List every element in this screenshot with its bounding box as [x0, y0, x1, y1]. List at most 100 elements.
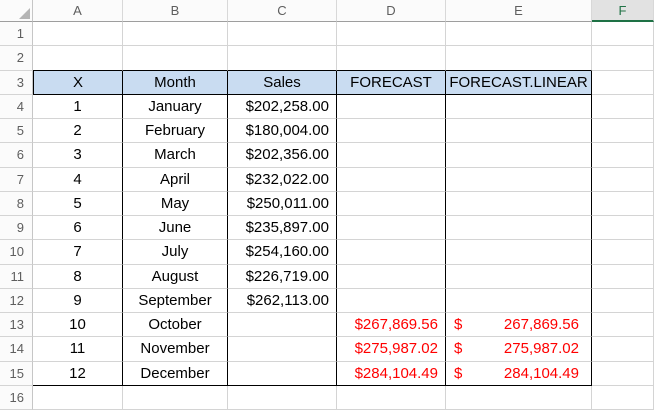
cell-A12[interactable]: 9 [33, 288, 123, 313]
cell-E2[interactable] [446, 46, 592, 71]
cell-D1[interactable] [337, 22, 446, 47]
cell-D3[interactable]: FORECAST [337, 70, 446, 95]
row-header-4[interactable]: 4 [0, 94, 33, 119]
column-header-A[interactable]: A [33, 0, 123, 22]
cell-C11[interactable]: $226,719.00 [228, 264, 337, 289]
cell-D6[interactable] [337, 143, 446, 168]
cell-F10[interactable] [592, 240, 654, 265]
cell-D9[interactable] [337, 216, 446, 241]
cell-A2[interactable] [33, 46, 123, 71]
cell-A15[interactable]: 12 [33, 361, 123, 386]
row-header-15[interactable]: 15 [0, 361, 33, 386]
cell-F7[interactable] [592, 167, 654, 192]
cell-C12[interactable]: $262,113.00 [228, 288, 337, 313]
cell-A10[interactable]: 7 [33, 240, 123, 265]
cell-E4[interactable] [446, 94, 592, 119]
cell-D12[interactable] [337, 288, 446, 313]
cell-B8[interactable]: May [123, 191, 228, 216]
cell-B13[interactable]: October [123, 313, 228, 338]
cell-D7[interactable] [337, 167, 446, 192]
cell-A9[interactable]: 6 [33, 216, 123, 241]
cell-F5[interactable] [592, 119, 654, 144]
column-header-C[interactable]: C [228, 0, 337, 22]
cell-B3[interactable]: Month [123, 70, 228, 95]
cell-C13[interactable] [228, 313, 337, 338]
row-header-3[interactable]: 3 [0, 70, 33, 95]
cell-B10[interactable]: July [123, 240, 228, 265]
cell-C9[interactable]: $235,897.00 [228, 216, 337, 241]
cell-F8[interactable] [592, 191, 654, 216]
cell-C2[interactable] [228, 46, 337, 71]
cell-B9[interactable]: June [123, 216, 228, 241]
cell-D11[interactable] [337, 264, 446, 289]
row-header-5[interactable]: 5 [0, 119, 33, 144]
cell-B1[interactable] [123, 22, 228, 47]
cell-B7[interactable]: April [123, 167, 228, 192]
column-header-D[interactable]: D [337, 0, 446, 22]
column-header-F[interactable]: F [592, 0, 654, 22]
cell-D5[interactable] [337, 119, 446, 144]
row-header-6[interactable]: 6 [0, 143, 33, 168]
cell-C1[interactable] [228, 22, 337, 47]
select-all-button[interactable] [0, 0, 33, 22]
row-header-13[interactable]: 13 [0, 313, 33, 338]
cell-A7[interactable]: 4 [33, 167, 123, 192]
cell-C6[interactable]: $202,356.00 [228, 143, 337, 168]
row-header-2[interactable]: 2 [0, 46, 33, 71]
cell-B11[interactable]: August [123, 264, 228, 289]
cell-E9[interactable] [446, 216, 592, 241]
cell-A8[interactable]: 5 [33, 191, 123, 216]
cell-A11[interactable]: 8 [33, 264, 123, 289]
cell-D15[interactable]: $284,104.49 [337, 361, 446, 386]
column-header-E[interactable]: E [446, 0, 592, 22]
cell-F15[interactable] [592, 361, 654, 386]
cell-D2[interactable] [337, 46, 446, 71]
cell-B12[interactable]: September [123, 288, 228, 313]
row-header-10[interactable]: 10 [0, 240, 33, 265]
cell-B2[interactable] [123, 46, 228, 71]
cell-B15[interactable]: December [123, 361, 228, 386]
cell-E3[interactable]: FORECAST.LINEAR [446, 70, 592, 95]
cell-B4[interactable]: January [123, 94, 228, 119]
cell-E12[interactable] [446, 288, 592, 313]
row-header-9[interactable]: 9 [0, 216, 33, 241]
cell-C15[interactable] [228, 361, 337, 386]
cell-E10[interactable] [446, 240, 592, 265]
cell-E14[interactable]: $275,987.02 [446, 337, 592, 362]
cell-A14[interactable]: 11 [33, 337, 123, 362]
cell-A3[interactable]: X [33, 70, 123, 95]
cell-B16[interactable] [123, 385, 228, 410]
cell-A13[interactable]: 10 [33, 313, 123, 338]
row-header-14[interactable]: 14 [0, 337, 33, 362]
cell-B14[interactable]: November [123, 337, 228, 362]
cell-E16[interactable] [446, 385, 592, 410]
row-header-11[interactable]: 11 [0, 264, 33, 289]
cell-E5[interactable] [446, 119, 592, 144]
cell-E13[interactable]: $267,869.56 [446, 313, 592, 338]
cell-E7[interactable] [446, 167, 592, 192]
cell-F12[interactable] [592, 288, 654, 313]
cell-E11[interactable] [446, 264, 592, 289]
row-header-12[interactable]: 12 [0, 288, 33, 313]
cell-F4[interactable] [592, 94, 654, 119]
cell-C16[interactable] [228, 385, 337, 410]
cell-F14[interactable] [592, 337, 654, 362]
row-header-16[interactable]: 16 [0, 385, 33, 410]
cell-E1[interactable] [446, 22, 592, 47]
cell-F2[interactable] [592, 46, 654, 71]
cell-E8[interactable] [446, 191, 592, 216]
cell-C7[interactable]: $232,022.00 [228, 167, 337, 192]
cell-E6[interactable] [446, 143, 592, 168]
cell-F9[interactable] [592, 216, 654, 241]
row-header-8[interactable]: 8 [0, 191, 33, 216]
cell-C10[interactable]: $254,160.00 [228, 240, 337, 265]
cell-C4[interactable]: $202,258.00 [228, 94, 337, 119]
cell-C14[interactable] [228, 337, 337, 362]
cell-C5[interactable]: $180,004.00 [228, 119, 337, 144]
cell-F13[interactable] [592, 313, 654, 338]
cell-D4[interactable] [337, 94, 446, 119]
cell-C8[interactable]: $250,011.00 [228, 191, 337, 216]
cell-D14[interactable]: $275,987.02 [337, 337, 446, 362]
cell-C3[interactable]: Sales [228, 70, 337, 95]
cell-F11[interactable] [592, 264, 654, 289]
